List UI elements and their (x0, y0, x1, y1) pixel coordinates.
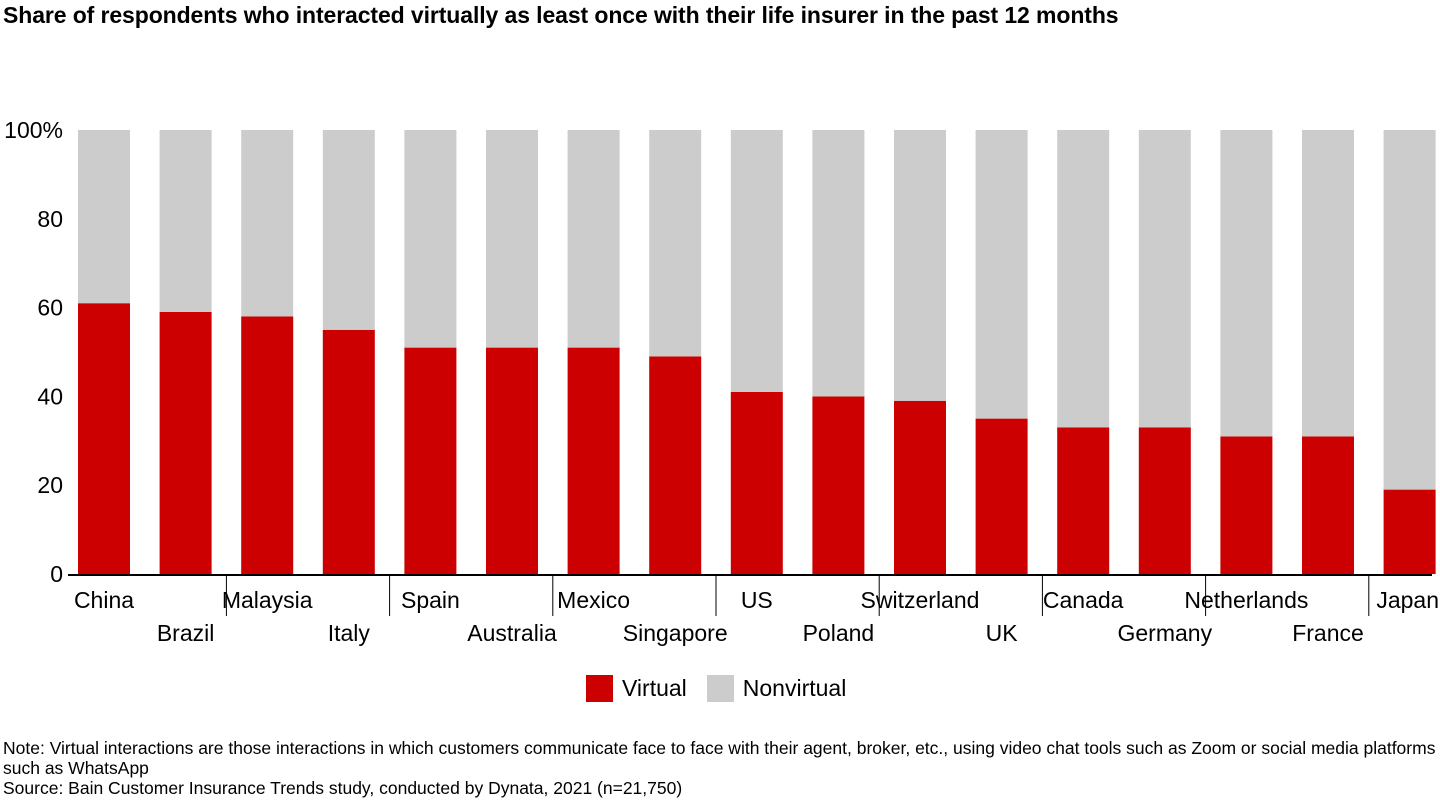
legend-label-nonvirtual: Nonvirtual (742, 674, 847, 701)
bar-nonvirtual-spain (404, 130, 457, 348)
y-axis-ticks: 0 20 40 60 80 100% (4, 117, 63, 587)
bar-virtual-spain (404, 347, 457, 574)
footnotes: Note: Virtual interactions are those int… (3, 738, 1439, 798)
note-text: Note: Virtual interactions are those int… (3, 738, 1436, 778)
y-tick-label: 40 (37, 383, 63, 409)
bar-virtual-canada (1057, 427, 1110, 574)
x-tick-label-singapore: Singapore (623, 620, 728, 646)
bar-virtual-italy (322, 329, 375, 574)
bar-nonvirtual-germany (1138, 130, 1191, 428)
legend: Virtual Nonvirtual (586, 672, 866, 704)
legend-item-nonvirtual: Nonvirtual (706, 674, 847, 702)
x-tick-label-australia: Australia (467, 620, 557, 646)
y-tick-label: 20 (37, 472, 63, 498)
bar-nonvirtual-poland (812, 130, 865, 397)
legend-label-virtual: Virtual (622, 674, 687, 701)
x-tick-label-germany: Germany (1118, 620, 1213, 646)
bar-nonvirtual-canada (1057, 130, 1110, 428)
bar-nonvirtual-netherlands (1220, 130, 1273, 437)
bar-virtual-france (1302, 436, 1354, 574)
x-tick-label-china: China (74, 587, 134, 613)
bar-nonvirtual-us (730, 130, 783, 392)
stacked-bar-chart: 0 20 40 60 80 100% China Brazil Malaysia Italy Sp… (4, 117, 1439, 646)
bar-nonvirtual-switzerland (894, 130, 946, 401)
bar-virtual-malaysia (241, 316, 294, 574)
bar-virtual-australia (486, 347, 538, 574)
x-tick-label-switzerland: Switzerland (861, 587, 980, 613)
x-tick-label-brazil: Brazil (157, 620, 215, 646)
bar-virtual-us (730, 392, 783, 574)
bar-nonvirtual-china (78, 130, 130, 304)
y-tick-label: 100% (4, 117, 63, 143)
x-tick-label-japan: Japan (1376, 587, 1439, 613)
bar-virtual-germany (1138, 427, 1191, 574)
legend-swatch-nonvirtual (706, 674, 734, 702)
bar-nonvirtual-singapore (649, 130, 702, 357)
bar-nonvirtual-japan (1383, 130, 1436, 490)
x-tick-label-italy: Italy (328, 620, 371, 646)
legend-item-virtual: Virtual (586, 674, 687, 702)
bar-virtual-poland (812, 396, 865, 574)
x-tick-label-spain: Spain (401, 587, 460, 613)
bar-virtual-china (78, 303, 130, 574)
x-tick-label-mexico: Mexico (557, 587, 630, 613)
bar-nonvirtual-uk (975, 130, 1028, 419)
bar-virtual-singapore (649, 356, 702, 574)
x-tick-label-canada: Canada (1043, 587, 1124, 613)
source-text: Source: Bain Customer Insurance Trends s… (3, 778, 683, 798)
bar-virtual-mexico (567, 347, 620, 574)
bar-nonvirtual-malaysia (241, 130, 294, 317)
x-tick-label-us: US (741, 587, 773, 613)
bar-nonvirtual-australia (486, 130, 538, 348)
bar-nonvirtual-france (1302, 130, 1354, 437)
y-tick-label: 60 (37, 295, 63, 321)
bar-nonvirtual-brazil (159, 130, 212, 312)
y-tick-label: 0 (50, 561, 63, 587)
bar-virtual-brazil (159, 312, 212, 574)
bar-virtual-switzerland (894, 400, 946, 574)
chart-title: Share of respondents who interacted virt… (3, 2, 1119, 28)
x-tick-label-malaysia: Malaysia (222, 587, 313, 613)
x-tick-label-uk: UK (986, 620, 1019, 646)
legend-swatch-virtual (586, 674, 613, 702)
bar-nonvirtual-italy (322, 130, 375, 330)
bar-virtual-netherlands (1220, 436, 1273, 574)
bar-virtual-japan (1383, 489, 1436, 574)
x-tick-label-netherlands: Netherlands (1184, 587, 1308, 613)
bar-virtual-uk (975, 418, 1028, 574)
bar-nonvirtual-mexico (567, 130, 620, 348)
x-tick-label-poland: Poland (803, 620, 875, 646)
x-axis: China Brazil Malaysia Italy Spain AustraliaMe… (68, 574, 1439, 646)
y-tick-label: 80 (37, 206, 63, 232)
x-tick-label-france: France (1292, 620, 1364, 646)
bars-group (78, 130, 1436, 574)
